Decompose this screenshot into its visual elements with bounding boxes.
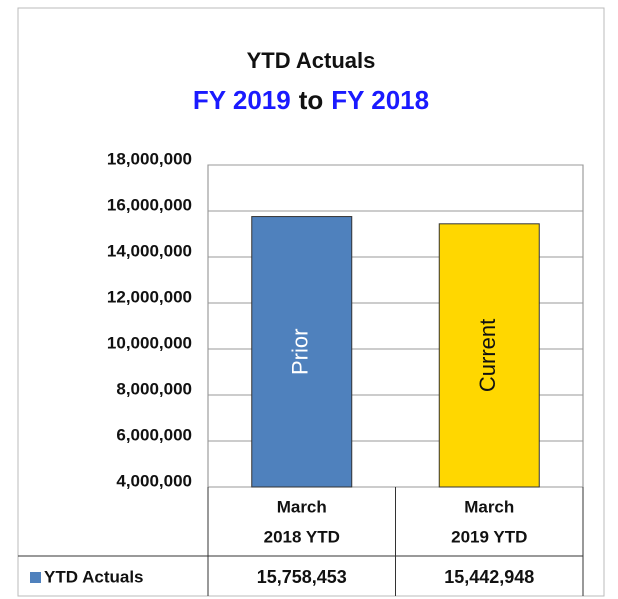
category-label: 2019 YTD <box>451 527 527 546</box>
subtitle-part: FY 2019 <box>193 85 291 115</box>
y-tick-label: 8,000,000 <box>116 379 192 398</box>
value-label: 15,442,948 <box>444 567 534 587</box>
bar-label: Prior <box>288 329 313 375</box>
bar <box>438 223 540 488</box>
category-label: 2018 YTD <box>264 527 340 546</box>
y-tick-label: 16,000,000 <box>107 195 192 214</box>
y-tick-label: 18,000,000 <box>107 149 192 168</box>
value-label: 15,758,453 <box>257 567 347 587</box>
chart-subtitle: FY 2019 to FY 2018 <box>193 85 429 115</box>
legend-label: YTD Actuals <box>44 567 144 586</box>
subtitle-part: FY 2018 <box>331 85 429 115</box>
y-tick-label: 6,000,000 <box>116 425 192 444</box>
y-tick-label: 4,000,000 <box>116 471 192 490</box>
y-tick-label: 14,000,000 <box>107 241 192 260</box>
bar-label: Current <box>475 319 500 392</box>
y-tick-label: 10,000,000 <box>107 333 192 352</box>
y-tick-label: 12,000,000 <box>107 287 192 306</box>
subtitle-part: to <box>299 85 324 115</box>
category-label: March <box>464 497 514 516</box>
legend-swatch <box>30 572 41 583</box>
bar <box>251 216 353 488</box>
category-label: March <box>277 497 327 516</box>
chart-title: YTD Actuals <box>247 48 376 73</box>
